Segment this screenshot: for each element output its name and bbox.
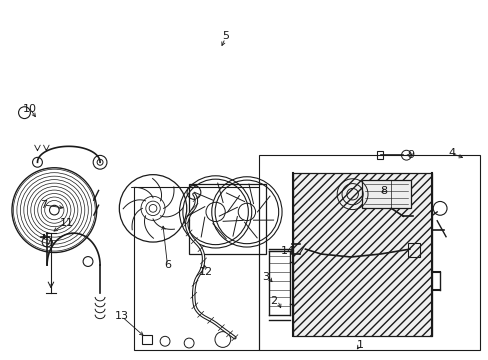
Bar [292, 173, 431, 336]
Text: 3: 3 [262, 273, 269, 283]
Text: 5: 5 [221, 31, 228, 41]
Text: 6: 6 [163, 260, 171, 270]
Text: 10: 10 [23, 104, 37, 114]
Text: 7: 7 [40, 200, 47, 210]
Bar [142, 334, 152, 345]
Text: 8: 8 [380, 186, 387, 195]
Bar [376, 151, 382, 159]
Text: 11: 11 [59, 217, 73, 228]
Text: 14: 14 [280, 246, 294, 256]
Bar [189, 184, 265, 255]
Bar [362, 180, 410, 208]
Bar [407, 243, 419, 257]
Bar [134, 187, 259, 350]
Text: 12: 12 [199, 267, 213, 277]
Bar [259, 155, 479, 350]
Text: 4: 4 [447, 148, 454, 158]
Text: 9: 9 [406, 150, 413, 160]
Text: 13: 13 [115, 311, 128, 321]
Text: 2: 2 [269, 296, 276, 306]
Text: 1: 1 [356, 340, 363, 350]
